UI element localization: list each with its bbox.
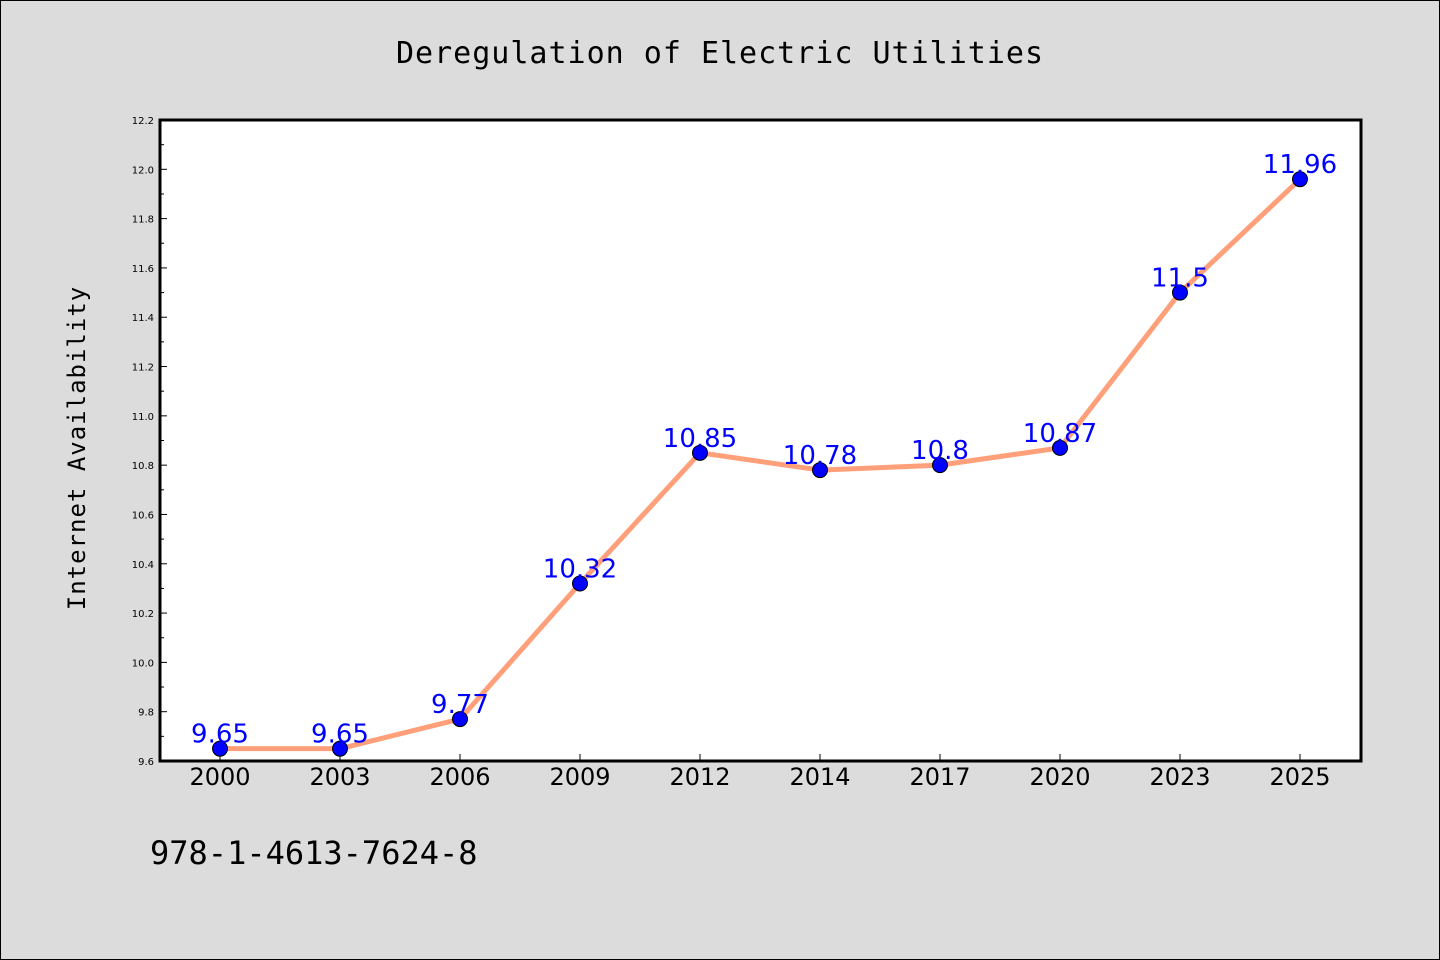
data-label: 9.65 bbox=[191, 720, 249, 750]
y-axis: 9.6 9.8 10.0 10.2 10.4 10.6 10.8 11.0 11.2 11.4 11… bbox=[132, 116, 167, 768]
data-label: 10.32 bbox=[543, 554, 617, 584]
x-tick-label: 2017 bbox=[909, 763, 970, 791]
chart-title: Deregulation of Electric Utilities bbox=[396, 36, 1044, 71]
y-tick-label: 10.6 bbox=[132, 510, 154, 521]
x-tick-label: 2006 bbox=[429, 763, 490, 791]
y-tick-label: 11.0 bbox=[132, 412, 154, 423]
x-axis: 2000 2003 2006 2009 2012 2014 2017 2020 2023 2025 bbox=[189, 754, 1331, 791]
footer-code: 978-1-4613-7624-8 bbox=[150, 834, 478, 872]
data-label: 11.96 bbox=[1263, 150, 1337, 180]
data-label: 10.87 bbox=[1023, 419, 1097, 449]
y-tick-label: 10.2 bbox=[132, 609, 154, 620]
data-point bbox=[932, 457, 948, 474]
y-tick-label: 11.8 bbox=[132, 215, 154, 226]
y-tick-label: 11.4 bbox=[132, 313, 154, 324]
y-tick-label: 10.4 bbox=[132, 560, 154, 571]
y-tick-label: 10.0 bbox=[132, 658, 154, 669]
x-tick-label: 2025 bbox=[1269, 763, 1330, 791]
data-point bbox=[572, 575, 588, 592]
series-line bbox=[217, 176, 1303, 752]
data-label: 9.77 bbox=[431, 690, 489, 720]
y-tick-label: 11.6 bbox=[132, 264, 154, 275]
data-point bbox=[1292, 171, 1308, 188]
data-point bbox=[1172, 284, 1188, 301]
x-tick-label: 2009 bbox=[549, 763, 610, 791]
x-tick-label: 2003 bbox=[309, 763, 370, 791]
y-tick-label: 9.8 bbox=[138, 708, 154, 719]
plot-border bbox=[158, 118, 1363, 763]
data-label: 11.5 bbox=[1151, 264, 1209, 294]
data-point bbox=[212, 740, 228, 757]
data-label: 10.78 bbox=[783, 441, 857, 471]
x-tick-label: 2014 bbox=[789, 763, 850, 791]
data-label: 10.8 bbox=[911, 436, 969, 466]
y-tick-label: 10.8 bbox=[132, 461, 154, 472]
data-label-layer: 9.65 9.65 9.77 10.32 10.85 10.78 10.8 10.87 11.5… bbox=[191, 150, 1337, 750]
data-point bbox=[1052, 439, 1068, 456]
y-axis-label: Internet Availability bbox=[63, 286, 91, 610]
y-tick-label: 9.6 bbox=[138, 757, 154, 768]
y-tick-label: 12.2 bbox=[132, 116, 154, 127]
data-point bbox=[812, 462, 828, 479]
data-point bbox=[332, 740, 348, 757]
y-tick-label: 12.0 bbox=[132, 165, 154, 176]
series-layer bbox=[212, 171, 1308, 757]
y-tick-label: 11.2 bbox=[132, 363, 154, 374]
data-point bbox=[452, 711, 468, 728]
x-tick-label: 2000 bbox=[189, 763, 250, 791]
x-tick-label: 2020 bbox=[1029, 763, 1090, 791]
x-tick-label: 2012 bbox=[669, 763, 730, 791]
plot-area bbox=[160, 120, 1361, 761]
data-label: 10.85 bbox=[663, 424, 737, 454]
x-tick-label: 2023 bbox=[1149, 763, 1210, 791]
data-label: 9.65 bbox=[311, 720, 369, 750]
data-point bbox=[692, 444, 708, 461]
